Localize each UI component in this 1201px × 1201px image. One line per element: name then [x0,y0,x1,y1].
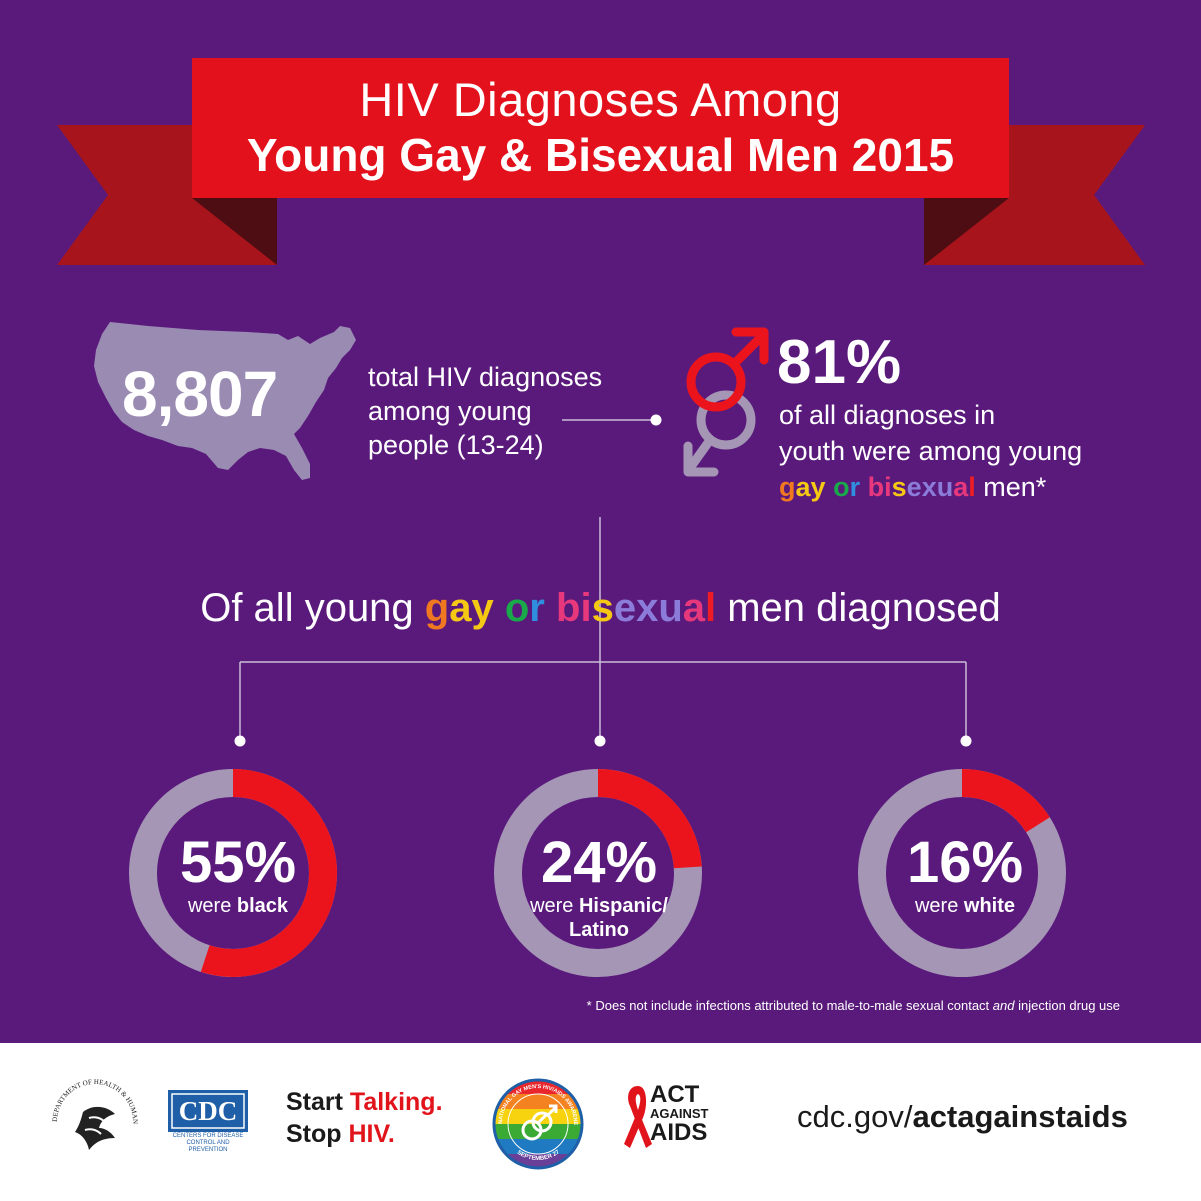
connector-dot-left [234,735,246,747]
donut-arc-hispanic [597,769,702,869]
rainbow-letter: g [779,472,796,502]
rainbow-letter: e [613,586,637,630]
rainbow-letter: o [504,586,530,630]
label-black: were black [187,895,289,917]
subheading-suffix: men diagnosed [716,586,1001,630]
gay-bi-description: of all diagnoses in youth were among you… [779,397,1139,505]
rainbow-letter: a [953,472,969,502]
rainbow-letter: i [580,586,592,630]
rainbow-letter: b [556,586,581,630]
rainbow-letter: r [849,472,861,502]
pct-black: 55% [179,830,297,895]
pct-desc-line-2: youth were among young [779,436,1083,466]
banner-ribbon [57,58,1145,265]
rainbow-letter: l [968,472,976,502]
subheading-prefix: Of all young [200,586,425,630]
pct-desc-end: men* [975,472,1047,502]
rainbow-letter: i [884,472,892,502]
rainbow-letter: a [682,586,705,630]
rainbow-letter: u [658,586,683,630]
connector-dot-top [650,414,662,426]
male-symbol-gray-icon [683,390,756,477]
website-url-link[interactable]: cdc.gov/actagainstaids [797,1099,1128,1134]
male-symbol-red-icon [686,327,769,412]
rainbow-letter: y [471,586,494,630]
rainbow-letter: b [867,472,885,502]
banner-main [192,58,1009,198]
donut-label-black: 55% were black [133,832,343,918]
pct-desc-line-1: of all diagnoses in [779,400,996,430]
connector-dot-right [960,735,972,747]
footnote: * Does not include infections attributed… [586,998,1120,1013]
total-diagnoses-description: total HIV diagnoses among young people (… [368,360,638,462]
rainbow-letter: l [705,586,717,630]
badge-male-symbols-icon [521,1104,558,1141]
total-desc-line-1: total HIV diagnoses [368,362,603,392]
label-white: were white [914,895,1016,917]
total-desc-line-2: among young [368,396,532,426]
rainbow-letter: s [891,472,907,502]
ribbon-right-fold [924,198,1009,265]
rainbow-letter: e [906,472,922,502]
label-latino: Latino [569,919,629,941]
connector-dot-center [594,735,606,747]
ribbon-left-fold [192,198,277,265]
rainbow-letter: a [449,586,472,630]
rainbow-letter: g [424,586,450,630]
slogan-line-2: Stop HIV. [286,1120,395,1148]
rainbow-text-gay-or-bisexual: gay or bisexual [779,472,976,502]
rainbow-letter: x [921,472,937,502]
label-hispanic: were Hispanic/ [530,895,668,917]
donut-charts [129,769,1066,977]
male-symbols-icon [683,327,769,477]
connector-lines [234,414,972,747]
total-diagnoses-number: 8,807 [122,358,278,430]
rainbow-letter: r [529,586,545,630]
red-ribbon-icon [624,1086,652,1148]
section-subheading: Of all young gay or bisexual men diagnos… [0,586,1201,631]
banner-title: HIV Diagnoses Among Young Gay & Bisexual… [192,58,1009,198]
act-line-1: ACT [650,1081,700,1108]
rainbow-letter: o [833,472,850,502]
slogan-line-1: Start Talking. [286,1088,443,1116]
title-line-1: HIV Diagnoses Among [359,73,842,126]
pct-desc-line-3: gay or bisexual men* [779,469,1139,505]
donut-label-white: 16% were white [860,832,1070,918]
cdc-logo [168,1090,248,1132]
act-line-3: AIDS [650,1119,708,1146]
pct-white: 16% [906,830,1024,895]
rainbow-letter: a [795,472,811,502]
title-line-2: Young Gay & Bisexual Men 2015 [246,129,955,181]
donut-arc-black [200,769,337,977]
pct-hispanic: 24% [540,830,658,895]
rainbow-letter: s [591,586,614,630]
donut-arc-white [961,769,1050,833]
awareness-day-badge: NATIONAL GAY MEN'S HIV/AIDS AWARENESS DA… [492,1078,584,1170]
rainbow-letter: u [936,472,954,502]
cdc-logo-text: CDC [178,1096,238,1126]
hhs-seal-logo: DEPARTMENT OF HEALTH & HUMAN SERVICES • … [45,1072,139,1150]
total-desc-line-3: people (13-24) [368,430,544,460]
start-talking-slogan: Start Talking. Stop HIV. [286,1086,443,1150]
usa-map-icon [94,322,356,480]
act-against-aids-logo: ACT AGAINST AIDS [650,1083,709,1145]
donut-label-hispanic: 24% were Hispanic/ Latino [494,832,704,942]
cdc-logo-subtitle: CENTERS FOR DISEASE CONTROL AND PREVENTI… [172,1133,244,1153]
gay-bi-percentage: 81% [777,328,902,397]
rainbow-letter: y [810,472,826,502]
subheading-rainbow-text: gay or bisexual [425,586,716,630]
act-line-2: AGAINST [650,1106,709,1121]
rainbow-letter: x [636,586,659,630]
